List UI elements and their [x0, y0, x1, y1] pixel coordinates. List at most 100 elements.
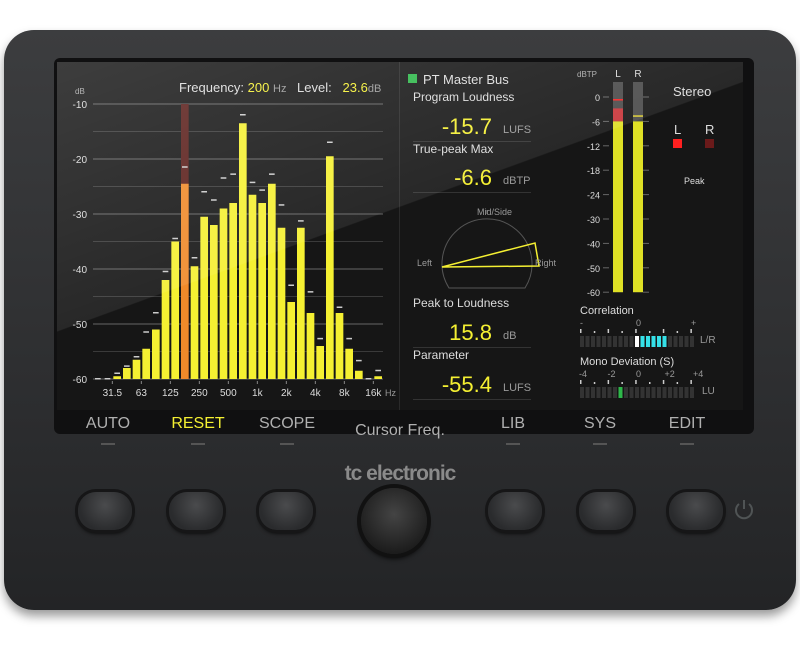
- scale-mark: [593, 331, 596, 333]
- spectrum-bar: [123, 368, 131, 379]
- scale-mark: [593, 382, 596, 384]
- frequency-readout: Frequency: 200 Hz: [179, 80, 287, 95]
- correlation-meter: [580, 329, 694, 347]
- meter-segment: [580, 387, 584, 398]
- meter-segment: [640, 336, 645, 347]
- peak-hold-marker: [269, 173, 275, 175]
- peak-hold-marker: [95, 378, 101, 380]
- readout-label: Parameter: [413, 348, 470, 362]
- left-peak-led: [673, 139, 682, 148]
- spectrum-bar: [142, 348, 150, 379]
- auto-button[interactable]: [78, 492, 132, 530]
- peak-hold-marker: [375, 369, 381, 372]
- spectrum-bar: [171, 241, 179, 379]
- right-peak-led: [705, 139, 714, 148]
- true-peak-meter: dBTP 0 -6 -12 -18 -24 -30 -40 -50 -60 L R: [577, 69, 649, 298]
- meter-segment: [618, 336, 623, 347]
- meter-tick-label: -60: [587, 288, 600, 298]
- meter-segment: [679, 336, 683, 347]
- meter-segment: [580, 336, 584, 347]
- scale-mark: [649, 331, 651, 333]
- peak-hold-marker: [133, 356, 140, 358]
- scale-mark: [676, 331, 679, 333]
- meter-segment: [618, 387, 623, 398]
- readout-label: Peak to Loudness: [413, 296, 510, 310]
- meter-segment: [624, 387, 628, 398]
- softkey-label-auto: AUTO: [85, 415, 131, 432]
- spectrum-bar: [258, 203, 266, 379]
- radar-left-label: Left: [417, 258, 433, 268]
- cursor-freq-knob[interactable]: [361, 488, 427, 554]
- spectrum-bar: [316, 346, 324, 379]
- x-tick-label: 16k: [365, 388, 382, 399]
- peak-hold-marker: [288, 284, 294, 286]
- spectrum-bar: [210, 225, 218, 379]
- spectrum-bar: [306, 313, 315, 379]
- scale-mark: [690, 380, 692, 384]
- meter-segment: [613, 336, 617, 347]
- x-tick-label: 8k: [339, 388, 351, 399]
- readout-unit: LUFS: [503, 124, 532, 136]
- scope-button[interactable]: [259, 492, 313, 530]
- meter-segment: [602, 336, 606, 347]
- meter-tick-label: -30: [587, 215, 600, 225]
- meter-segment: [591, 387, 595, 398]
- x-tick-label: 31.5: [103, 388, 123, 399]
- preset-name[interactable]: PT Master Bus: [423, 72, 509, 87]
- spectrum-bar: [152, 329, 160, 379]
- scale-mark: [649, 382, 651, 384]
- x-unit-label: Hz: [385, 388, 396, 398]
- x-tick-label: 4k: [310, 388, 322, 399]
- scale-mark: [580, 329, 582, 333]
- meter-peak-hold: [633, 115, 643, 117]
- meter-segment: [602, 387, 606, 398]
- scale-mark: [580, 380, 582, 384]
- peak-hold-marker: [104, 378, 111, 380]
- scale-mark: [607, 329, 610, 333]
- spectrum-bar: [239, 123, 247, 379]
- meter-segment: [684, 336, 689, 347]
- meter-level-bar: [633, 121, 643, 293]
- power-icon[interactable]: [733, 498, 755, 522]
- readout-value: -15.7: [441, 114, 492, 139]
- spectrum-bar: [161, 280, 170, 379]
- meter-segment: [651, 336, 656, 347]
- channel-label: R: [634, 69, 641, 80]
- spectrum-bar: [277, 227, 286, 379]
- peak-hold-marker: [172, 237, 178, 240]
- peak-label[interactable]: Peak: [684, 176, 705, 186]
- readout-label: Program Loudness: [413, 90, 515, 104]
- radar-right-label: Right: [535, 258, 557, 268]
- meter-segment: [690, 336, 694, 347]
- readout-unit: LUFS: [503, 382, 532, 394]
- peak-hold-marker: [249, 181, 256, 184]
- softkey-label-edit: EDIT: [668, 415, 706, 432]
- meter-tick-label: -40: [587, 239, 600, 249]
- reset-button[interactable]: [169, 492, 223, 530]
- softkey-label-lib: LIB: [500, 415, 525, 432]
- x-tick-label: 2k: [281, 388, 293, 399]
- meter-segment: [613, 387, 617, 398]
- over-segment: [613, 108, 623, 122]
- meter-segment: [596, 336, 601, 347]
- correlation-minus: -: [580, 318, 583, 328]
- edit-button[interactable]: [669, 492, 723, 530]
- sys-button[interactable]: [579, 492, 633, 530]
- y-tick-label: -50: [73, 320, 88, 331]
- meter-segment: [585, 336, 590, 347]
- spectrum-bar: [248, 194, 257, 379]
- meter-segment: [684, 387, 689, 398]
- meter-segment: [690, 387, 694, 398]
- softkey-label-sys: SYS: [583, 415, 616, 432]
- lib-button[interactable]: [488, 492, 542, 530]
- meter-segment: [662, 387, 667, 398]
- meter-tick-label: -24: [587, 191, 600, 201]
- meter-segment: [607, 387, 612, 398]
- peak-hold-marker: [336, 306, 343, 308]
- peak-hold-marker: [259, 189, 265, 191]
- preset-indicator: [408, 74, 417, 83]
- spectrum-bar: [335, 313, 344, 379]
- meter-segment: [651, 387, 656, 398]
- meter-segment: [668, 336, 672, 347]
- spectrum-bar: [181, 183, 189, 379]
